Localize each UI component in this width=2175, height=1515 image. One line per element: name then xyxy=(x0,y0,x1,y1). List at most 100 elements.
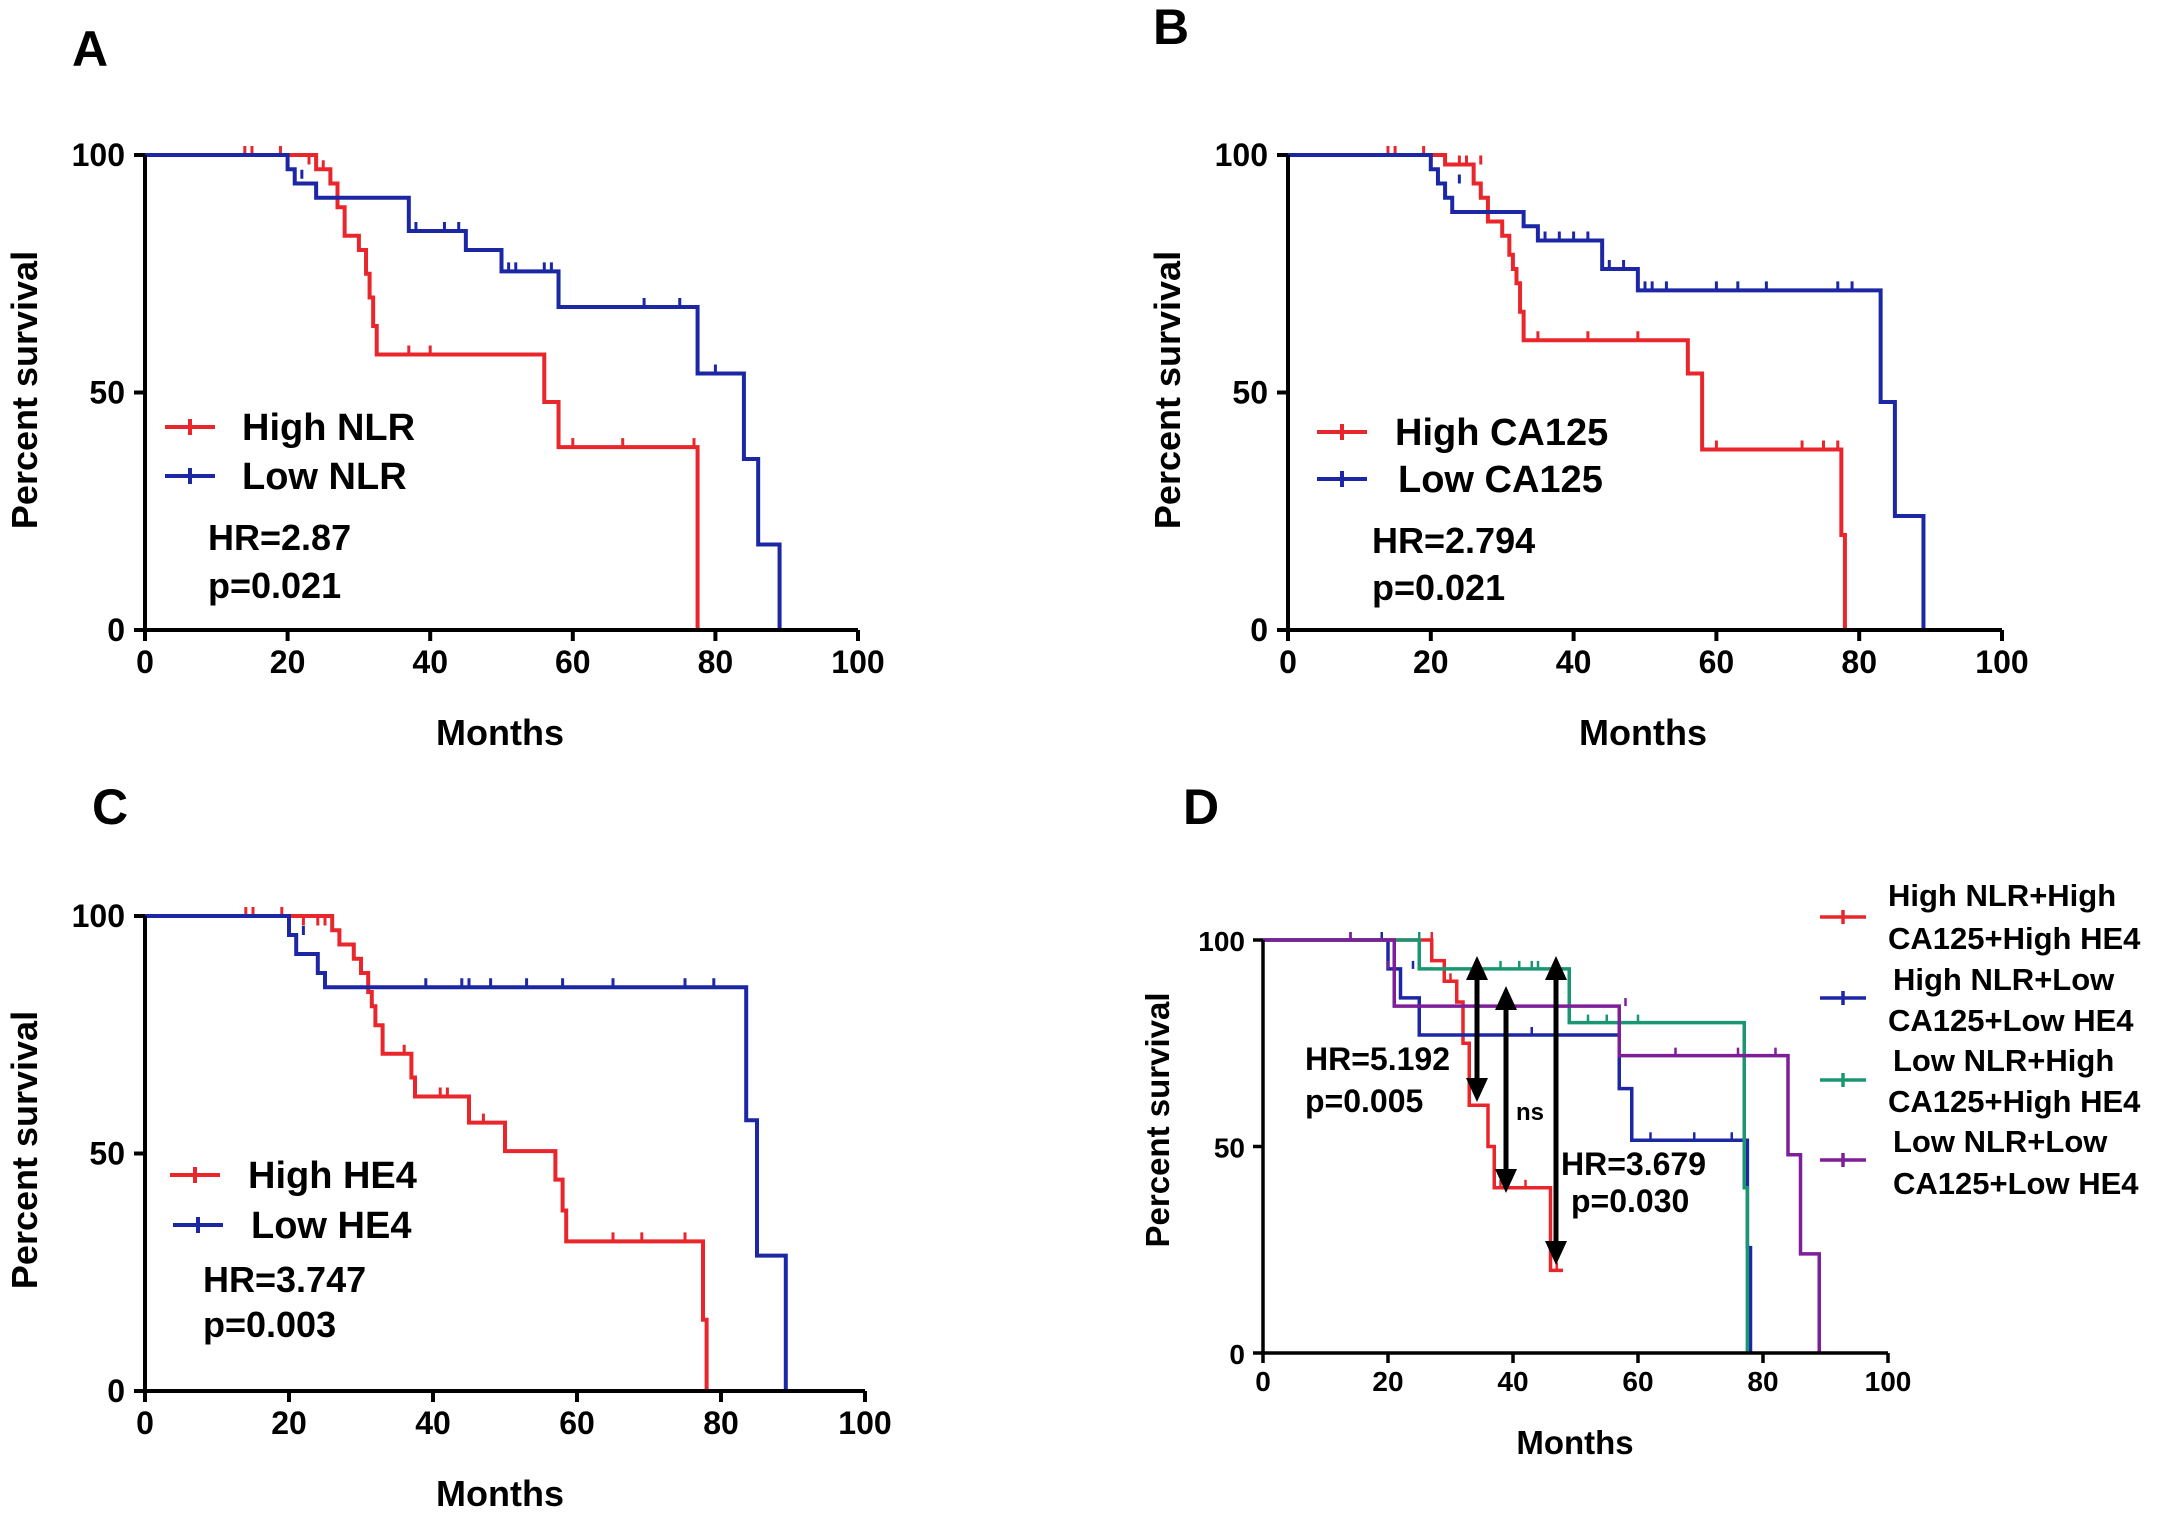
x-tick-label: 40 xyxy=(1497,1366,1528,1397)
x-tick-label: 60 xyxy=(1622,1366,1653,1397)
panel-d: D 0 20 40 60 80 100 0 50 100 Months Percent surv… xyxy=(1139,779,2141,1461)
x-tick-label: 40 xyxy=(1556,644,1592,680)
x-tick-label: 80 xyxy=(698,644,734,680)
survival-curve-low-he4 xyxy=(145,914,788,1391)
x-tick-label: 0 xyxy=(136,1405,154,1441)
x-tick-label: 0 xyxy=(1255,1366,1271,1397)
panel-b-series xyxy=(1288,146,1926,630)
x-tick-label: 80 xyxy=(703,1405,739,1441)
arrow-head-up-hr-5192 xyxy=(1466,956,1488,980)
arrow-head-down-ns xyxy=(1495,1169,1517,1193)
panel-a-legend: High NLR Low NLR xyxy=(165,407,415,498)
legend-label-high-he4: High HE4 xyxy=(248,1155,417,1197)
y-tick-label: 100 xyxy=(72,898,125,934)
y-tick-label: 50 xyxy=(89,1136,125,1172)
legend-label-d-series-1-line-1: High NLR+High xyxy=(1888,878,2116,913)
panel-b: B 0 20 40 60 80 100 0 50 100 Months Percent surv… xyxy=(1147,0,2029,753)
legend-label-high-nlr: High NLR xyxy=(242,407,415,449)
panel-d-legend: High NLR+High CA125+High HE4 High NLR+Lo… xyxy=(1820,878,2141,1201)
survival-curve-high-nlr xyxy=(145,153,700,630)
arrow-head-down-hr-3679 xyxy=(1545,1241,1567,1265)
series-low-ca125 xyxy=(1288,153,1926,630)
panel-label-d: D xyxy=(1183,779,1219,835)
x-tick-label: 80 xyxy=(1841,644,1877,680)
legend-label-d-series-4-line-1: Low NLR+Low xyxy=(1893,1124,2108,1159)
panel-a-axes: 0 20 40 60 80 100 0 50 100 xyxy=(72,137,885,680)
panel-a-hr-text: HR=2.87 xyxy=(208,517,351,558)
panel-b-legend: High CA125 Low CA125 xyxy=(1317,412,1608,501)
panel-c-x-axis-title: Months xyxy=(436,1473,564,1514)
x-tick-label: 100 xyxy=(1865,1366,1912,1397)
x-tick-label: 80 xyxy=(1747,1366,1778,1397)
survival-curve-low-nlr-high-ca125-high-he4 xyxy=(1263,938,1750,1353)
panel-b-x-axis-title: Months xyxy=(1579,712,1707,753)
legend-label-d-series-3-line-1: Low NLR+High xyxy=(1893,1043,2114,1078)
arrow-head-down-hr-5192 xyxy=(1466,1078,1488,1102)
y-tick-label: 0 xyxy=(107,1373,125,1409)
panel-a-x-axis-title: Months xyxy=(436,712,564,753)
legend-label-low-he4: Low HE4 xyxy=(251,1205,411,1247)
series-low-nlr-high-ca125-high-he4 xyxy=(1263,932,1750,1353)
panel-label-a: A xyxy=(72,21,108,77)
y-tick-label: 50 xyxy=(89,375,125,411)
y-tick-label: 0 xyxy=(107,612,125,648)
series-low-nlr-low-ca125-low-he4 xyxy=(1263,932,1821,1353)
panel-d-p-text-1: p=0.005 xyxy=(1305,1083,1423,1119)
y-tick-label: 100 xyxy=(72,137,125,173)
panel-b-y-axis-title: Percent survival xyxy=(1147,251,1188,529)
series-low-nlr xyxy=(145,153,782,630)
legend-label-low-nlr: Low NLR xyxy=(242,456,407,498)
panel-c-legend: High HE4 Low HE4 xyxy=(170,1155,417,1247)
survival-curve-high-ca125 xyxy=(1288,153,1847,630)
y-tick-label: 0 xyxy=(1229,1339,1245,1370)
legend-label-d-series-3-line-2: CA125+High HE4 xyxy=(1888,1084,2141,1119)
panel-a-y-axis-title: Percent survival xyxy=(4,251,45,529)
x-tick-label: 20 xyxy=(270,644,306,680)
panel-c-axes: 0 20 40 60 80 100 0 50 100 xyxy=(72,898,892,1441)
panel-b-p-text: p=0.021 xyxy=(1372,567,1505,608)
arrow-head-up-hr-3679 xyxy=(1545,956,1567,980)
x-tick-label: 20 xyxy=(1413,644,1449,680)
panel-label-c: C xyxy=(92,779,128,835)
x-tick-label: 100 xyxy=(1975,644,2028,680)
panel-c-series xyxy=(145,907,788,1391)
panel-d-p-text-2: p=0.030 xyxy=(1571,1183,1689,1219)
panel-d-comparison-arrows xyxy=(1466,956,1567,1265)
y-tick-label: 50 xyxy=(1232,375,1268,411)
x-tick-label: 20 xyxy=(1372,1366,1403,1397)
x-tick-label: 100 xyxy=(838,1405,891,1441)
x-tick-label: 60 xyxy=(555,644,591,680)
survival-curve-low-ca125 xyxy=(1288,153,1926,630)
panel-a: A 0 20 40 60 80 100 0 50 100 Months Percent surv… xyxy=(4,21,885,753)
survival-curve-low-nlr-low-ca125-low-he4 xyxy=(1263,938,1821,1353)
panel-d-hr-text-2: HR=3.679 xyxy=(1561,1146,1706,1182)
y-tick-label: 0 xyxy=(1250,612,1268,648)
panel-d-y-axis-title: Percent survival xyxy=(1139,993,1176,1248)
panel-a-series xyxy=(145,146,782,630)
x-tick-label: 100 xyxy=(831,644,884,680)
series-low-he4 xyxy=(145,914,788,1391)
panel-d-axes: 0 20 40 60 80 100 0 50 100 xyxy=(1198,926,1911,1397)
legend-label-high-ca125: High CA125 xyxy=(1395,412,1608,454)
x-tick-label: 40 xyxy=(412,644,448,680)
x-tick-label: 60 xyxy=(1699,644,1735,680)
legend-label-d-series-2-line-1: High NLR+Low xyxy=(1893,962,2115,997)
arrow-head-up-ns xyxy=(1495,986,1517,1010)
survival-curve-low-nlr xyxy=(145,153,782,630)
legend-label-d-series-2-line-2: CA125+Low HE4 xyxy=(1888,1003,2134,1038)
panel-c-p-text: p=0.003 xyxy=(203,1304,336,1345)
panel-d-x-axis-title: Months xyxy=(1516,1424,1633,1461)
series-high-nlr xyxy=(145,146,700,630)
panel-a-p-text: p=0.021 xyxy=(208,565,341,606)
legend-label-low-ca125: Low CA125 xyxy=(1398,459,1603,501)
x-tick-label: 40 xyxy=(415,1405,451,1441)
x-tick-label: 20 xyxy=(271,1405,307,1441)
x-tick-label: 0 xyxy=(1279,644,1297,680)
panel-c: C 0 20 40 60 80 100 0 50 100 Months Percent surv… xyxy=(4,779,892,1514)
panel-c-hr-text: HR=3.747 xyxy=(203,1259,366,1300)
panel-b-hr-text: HR=2.794 xyxy=(1372,520,1535,561)
y-tick-label: 100 xyxy=(1198,926,1245,957)
x-tick-label: 60 xyxy=(559,1405,595,1441)
x-tick-label: 0 xyxy=(136,644,154,680)
